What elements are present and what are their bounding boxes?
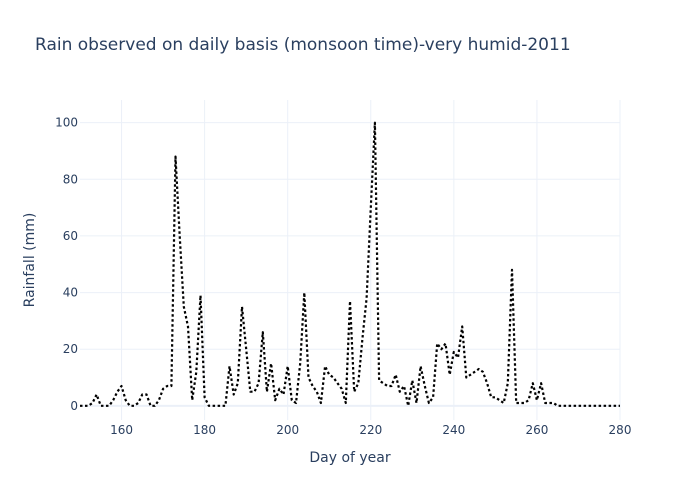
y-tick-label: 40 (63, 286, 78, 300)
tick-label-layer: 160 180 200 220 240 260 280 0 20 40 60 80 100 (55, 116, 631, 437)
y-tick-label: 60 (63, 229, 78, 243)
x-tick-label: 240 (442, 423, 465, 437)
x-tick-label: 260 (525, 423, 548, 437)
x-tick-label: 180 (193, 423, 216, 437)
x-tick-label: 200 (276, 423, 299, 437)
y-tick-label: 80 (63, 172, 78, 186)
x-tick-label: 280 (609, 423, 632, 437)
y-tick-label: 100 (55, 116, 78, 130)
grid-layer (80, 100, 621, 420)
y-tick-label: 20 (63, 342, 78, 356)
y-tick-label: 0 (70, 399, 78, 413)
x-tick-label: 160 (110, 423, 133, 437)
y-axis-title: Rainfall (mm) (22, 213, 38, 308)
x-tick-label: 220 (359, 423, 382, 437)
x-axis-title: Day of year (309, 450, 391, 466)
chart-title: Rain observed on daily basis (monsoon ti… (35, 35, 571, 55)
